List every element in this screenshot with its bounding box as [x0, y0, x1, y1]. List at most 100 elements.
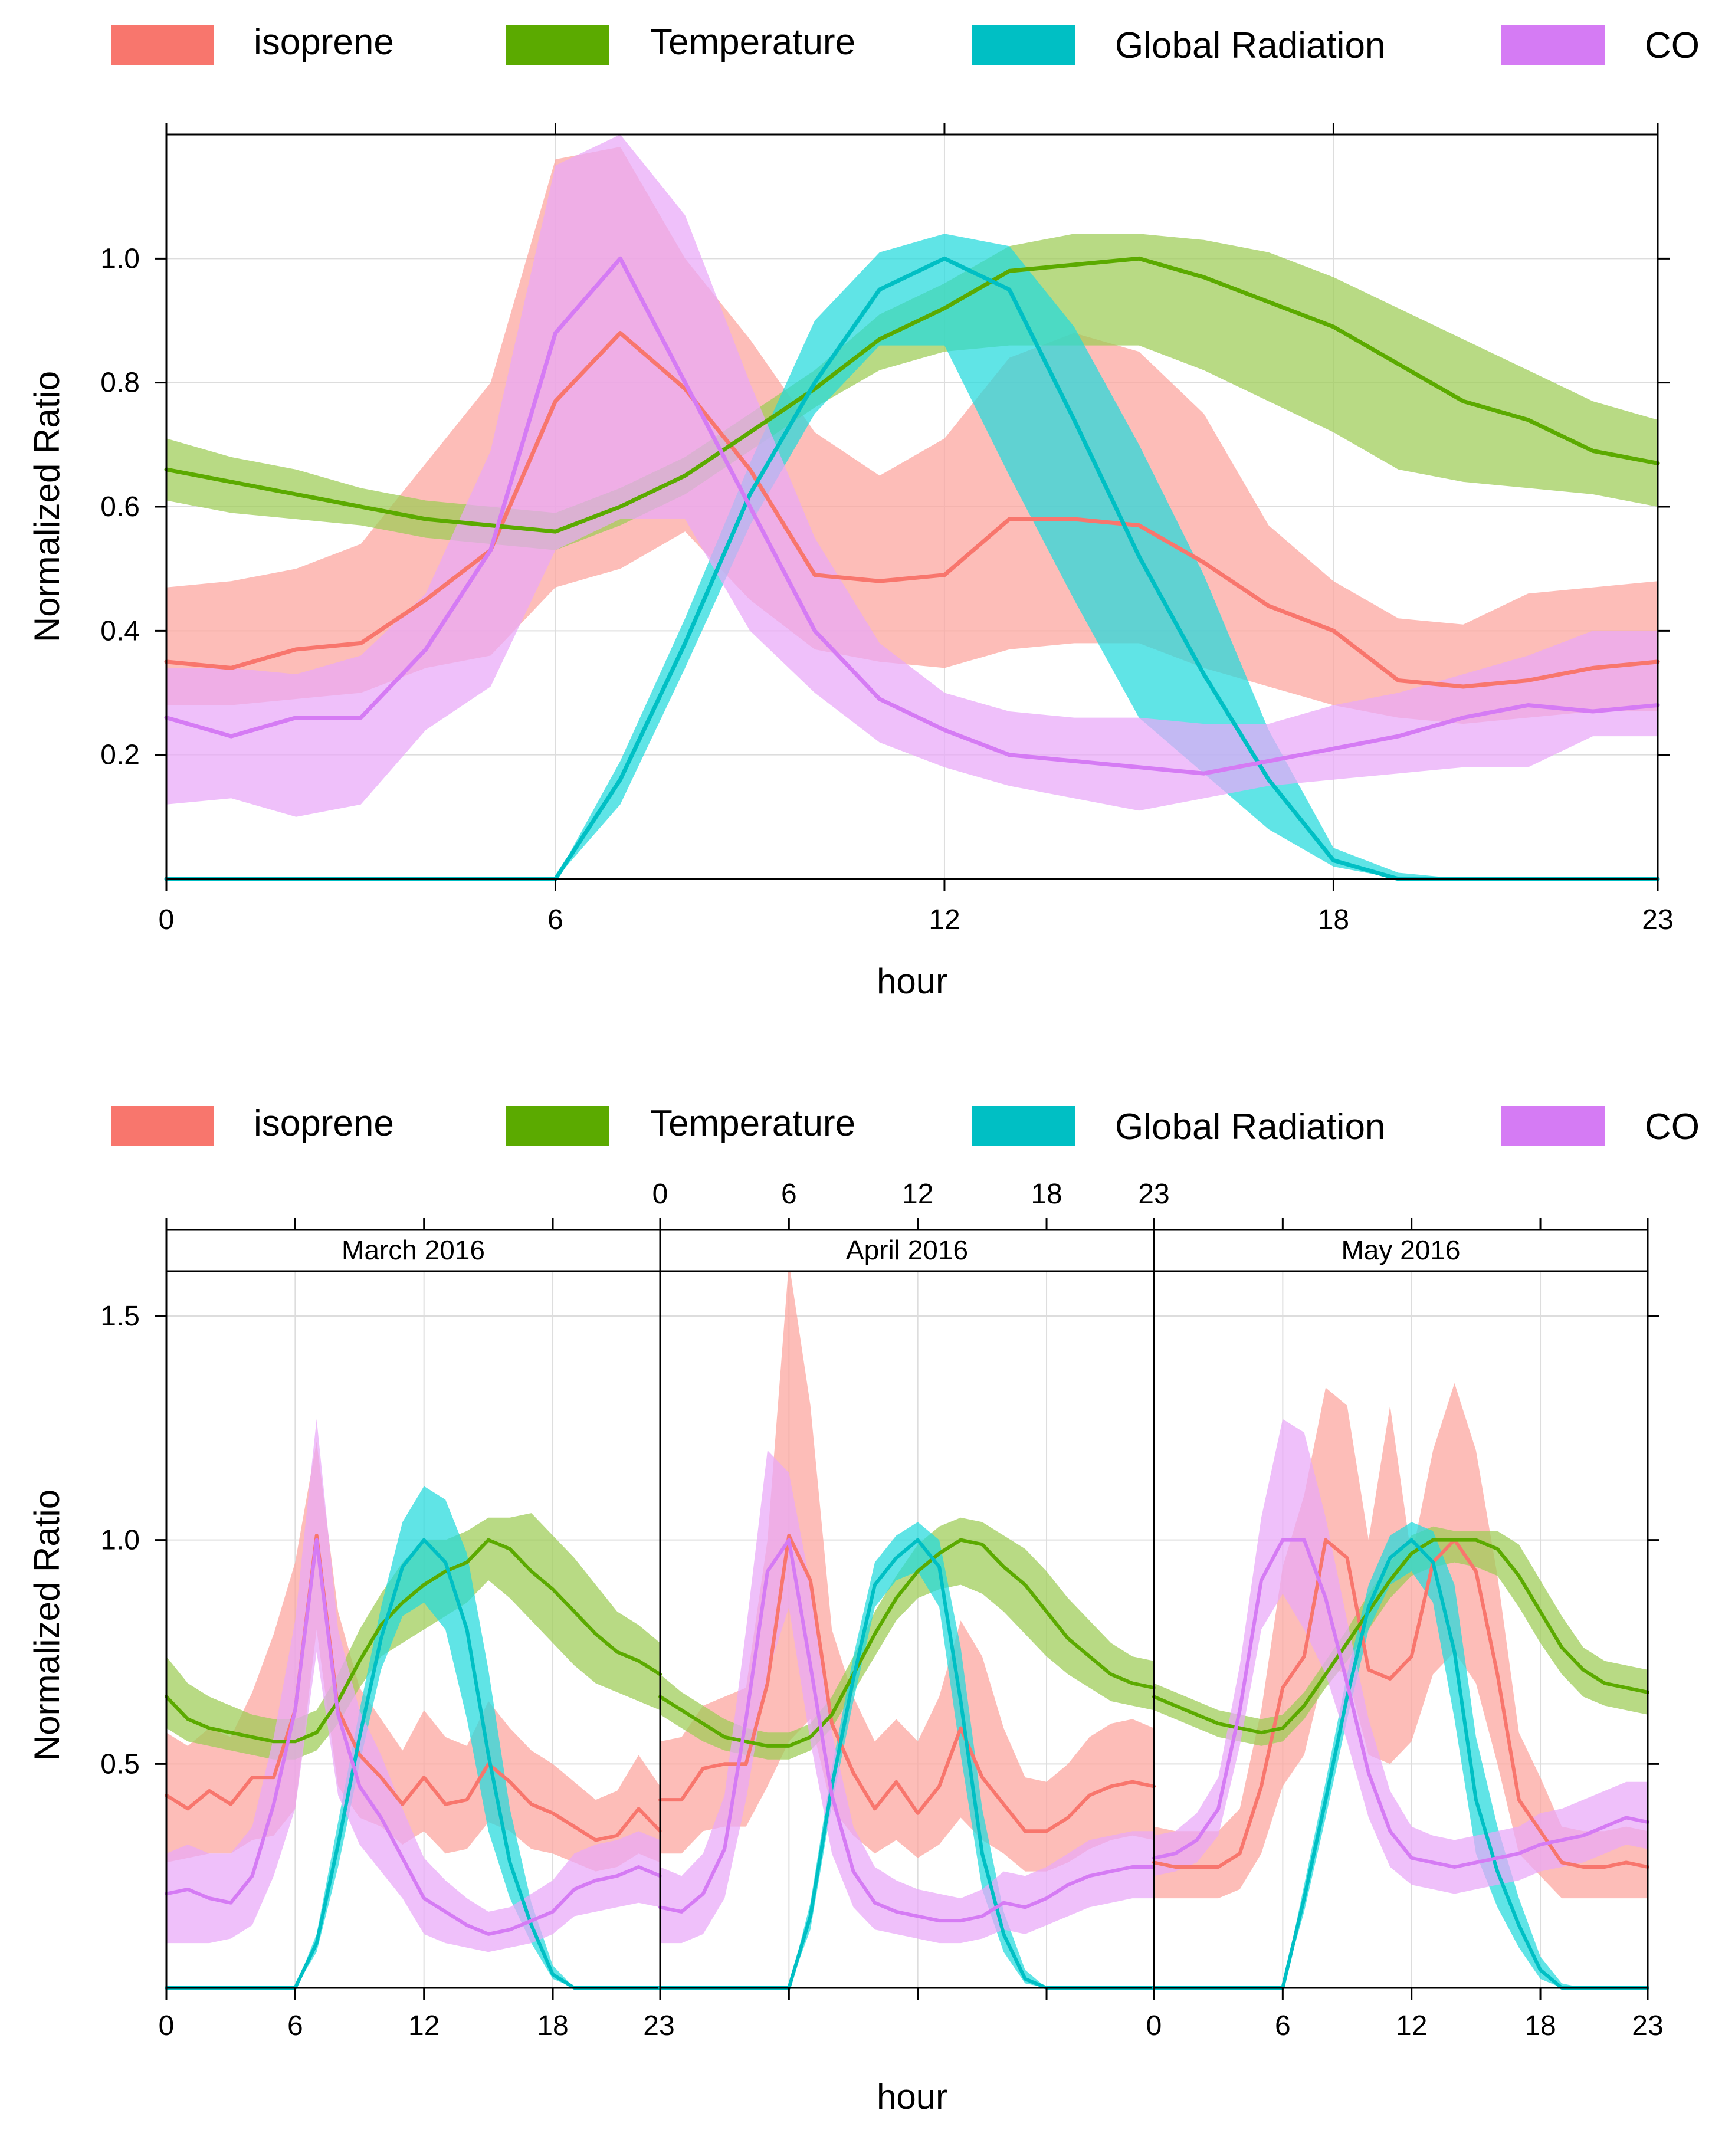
point-co-0-h22 [638, 1866, 639, 1868]
point-co-2-h22 [1626, 1817, 1627, 1818]
point-co-top-h19 [1398, 736, 1399, 737]
point-radiation-0-h13 [445, 1562, 446, 1563]
point-temperature-top-h15 [1139, 258, 1140, 259]
legend-label-co: CO [1645, 1107, 1700, 1147]
point-isoprene-2-h17 [1518, 1799, 1520, 1800]
point-co-1-h15 [982, 1916, 983, 1917]
point-isoprene-1-h7 [810, 1580, 811, 1581]
point-co-2-h20 [1583, 1835, 1584, 1836]
point-isoprene-top-h12 [944, 575, 945, 576]
point-radiation-0-h10 [381, 1638, 382, 1639]
point-radiation-0-h7 [316, 1942, 317, 1944]
point-isoprene-1-h5 [767, 1683, 768, 1684]
point-co-top-h13 [1009, 754, 1010, 756]
point-co-1-h21 [1110, 1871, 1111, 1872]
point-radiation-0-h18 [552, 1974, 553, 1975]
legend-swatch-temperature[interactable] [506, 25, 609, 65]
x-tick-label-top: 0 [652, 1179, 668, 1210]
point-temperature-top-h17 [1268, 301, 1270, 303]
legend-swatch-co[interactable] [1501, 1106, 1605, 1146]
point-isoprene-top-h4 [425, 599, 427, 600]
panel-strip-label: March 2016 [342, 1235, 485, 1265]
point-co-top-h2 [296, 717, 297, 718]
point-radiation-1-h12 [917, 1540, 919, 1541]
x-tick-label: 6 [287, 2010, 303, 2042]
point-temperature-0-h7 [316, 1732, 317, 1733]
point-isoprene-1-h19 [1067, 1817, 1068, 1818]
point-temperature-top-h8 [684, 475, 686, 476]
band-temperature-1 [660, 1517, 1154, 1760]
point-co-2-h1 [1175, 1853, 1176, 1854]
point-radiation-top-h14 [1074, 419, 1075, 421]
point-temperature-top-h20 [1462, 401, 1464, 402]
point-co-1-h12 [917, 1916, 919, 1917]
x-tick-label: 12 [929, 904, 960, 936]
point-isoprene-1-h11 [896, 1781, 897, 1783]
point-temperature-2-h18 [1540, 1611, 1541, 1612]
legend-label-isoprene: isoprene [254, 22, 394, 63]
point-temperature-2-h9 [1347, 1642, 1348, 1643]
point-temperature-1-h7 [810, 1737, 811, 1738]
legend-swatch-isoprene[interactable] [111, 1106, 214, 1146]
point-temperature-top-h12 [944, 308, 945, 309]
legend-swatch-isoprene[interactable] [111, 25, 214, 65]
x-axis-title-top: hour [877, 961, 947, 1001]
point-isoprene-2-h18 [1540, 1830, 1541, 1832]
point-isoprene-2-h19 [1561, 1862, 1562, 1863]
legend-label-co: CO [1645, 25, 1700, 66]
point-co-2-h18 [1540, 1844, 1541, 1845]
x-tick-label: 0 [159, 904, 175, 936]
point-temperature-top-h18 [1333, 326, 1334, 327]
line-co-2 [1152, 1538, 1649, 1869]
point-isoprene-0-h9 [359, 1754, 360, 1755]
legend-swatch-co[interactable] [1501, 25, 1605, 65]
point-isoprene-2-h2 [1196, 1866, 1198, 1868]
point-co-0-h15 [488, 1934, 489, 1935]
point-radiation-2-h8 [1325, 1799, 1326, 1800]
point-co-0-h9 [359, 1786, 360, 1787]
point-radiation-2-h9 [1347, 1696, 1348, 1697]
point-co-0-h19 [573, 1889, 575, 1890]
legend-swatch-radiation[interactable] [972, 25, 1075, 65]
point-temperature-0-h18 [552, 1589, 553, 1590]
x-tick-label-top: 12 [902, 1179, 933, 1210]
x-tick-label: 18 [537, 2010, 568, 2042]
legend-label-radiation: Global Radiation [1115, 25, 1385, 66]
point-isoprene-top-h15 [1139, 525, 1140, 526]
point-temperature-1-h16 [1003, 1566, 1004, 1567]
point-isoprene-2-h4 [1239, 1853, 1241, 1854]
point-temperature-0-h21 [616, 1652, 618, 1653]
point-temperature-0-h19 [573, 1611, 575, 1612]
panel-strip [165, 1229, 661, 1272]
point-isoprene-2-h11 [1389, 1678, 1390, 1679]
y-tick-label: 1.0 [100, 1525, 140, 1556]
point-co-top-h7 [619, 258, 621, 259]
band-radiation-0 [166, 1486, 660, 1988]
point-co-2-h9 [1347, 1683, 1348, 1684]
point-co-1-h22 [1132, 1866, 1133, 1868]
y-axis-title-bottom: Normalized Ratio [27, 1489, 67, 1761]
point-co-2-h15 [1475, 1862, 1477, 1863]
point-co-0-h14 [467, 1925, 468, 1926]
month-panels: March 2016 April 2016 May 2016 [165, 1229, 1649, 1990]
panel-strip-label: May 2016 [1341, 1235, 1460, 1265]
x-tick-label: 23 [643, 2010, 674, 2042]
point-co-top-h1 [231, 736, 232, 737]
point-co-1-h18 [1046, 1898, 1047, 1899]
point-isoprene-top-h21 [1527, 680, 1529, 681]
point-radiation-0-h16 [509, 1862, 510, 1863]
point-isoprene-0-h10 [381, 1777, 382, 1778]
point-co-0-h2 [209, 1898, 210, 1899]
point-radiation-0-h17 [531, 1925, 532, 1926]
legend-swatch-radiation[interactable] [972, 1106, 1075, 1146]
point-isoprene-top-h3 [360, 642, 362, 644]
point-radiation-1-h10 [874, 1584, 875, 1586]
point-temperature-1-h15 [982, 1544, 983, 1545]
point-temperature-2-h1 [1175, 1705, 1176, 1707]
point-isoprene-2-h21 [1604, 1866, 1605, 1868]
panel-frame [1153, 1270, 1649, 1989]
point-isoprene-top-h8 [684, 388, 686, 389]
point-co-0-h7 [316, 1540, 317, 1541]
legend-swatch-temperature[interactable] [506, 1106, 609, 1146]
x-tick-label: 12 [408, 2010, 440, 2042]
